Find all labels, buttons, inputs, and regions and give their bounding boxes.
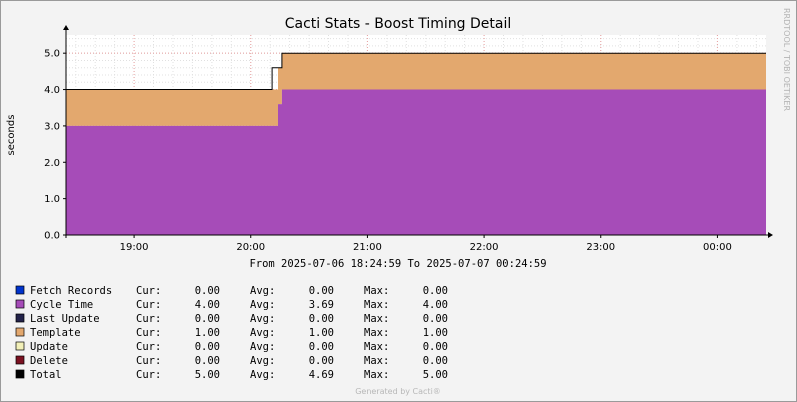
legend-max-label: Max: [364,327,389,339]
legend-max-value: 1.00 [423,327,448,339]
legend-cur-value: 0.00 [195,341,220,353]
legend-swatch-template [15,327,25,337]
legend-avg-label: Avg: [250,313,275,325]
legend-swatch-total [15,369,25,379]
legend-max-label: Max: [364,355,389,367]
legend-cur-value: 1.00 [195,327,220,339]
legend-cur-label: Cur: [136,355,161,367]
legend-avg-label: Avg: [250,285,275,297]
legend-cur-label: Cur: [136,369,161,381]
cycle-time-area [66,89,766,235]
x-tick-label: 21:00 [353,242,382,253]
legend-swatch-fetch-records [15,285,25,295]
legend-max-value: 4.00 [423,299,448,311]
legend-name-update: Update [30,341,68,353]
legend-avg-label: Avg: [250,355,275,367]
legend-avg-value: 1.00 [309,327,334,339]
generated-by-footer: Generated by Cacti® [355,387,441,396]
legend-max-label: Max: [364,369,389,381]
y-axis-arrow [63,25,69,30]
date-range-label: From 2025-07-06 18:24:59 To 2025-07-07 0… [249,258,546,270]
legend-avg-value: 0.00 [309,313,334,325]
y-tick-label: 0.0 [44,231,60,242]
legend-swatch-last-update [15,313,25,323]
legend-name-cycle-time: Cycle Time [30,299,93,311]
x-tick-label: 23:00 [586,242,615,253]
legend-avg-value: 0.00 [309,355,334,367]
legend-avg-value: 4.69 [309,369,334,381]
legend-cur-value: 0.00 [195,313,220,325]
legend-cur-label: Cur: [136,299,161,311]
legend-avg-value: 3.69 [309,299,334,311]
total-line [66,52,766,90]
axes-layer: 0.0 1.0 2.0 3.0 4.0 5.0 19:00 20:00 21:00 22:00 23… [44,25,773,253]
legend-max-value: 0.00 [423,341,448,353]
legend-max-label: Max: [364,285,389,297]
template-area [66,53,766,126]
legend-avg-value: 0.00 [309,341,334,353]
legend-swatch-update [15,341,25,351]
legend-avg-label: Avg: [250,327,275,339]
legend-swatch-cycle-time [15,299,25,309]
legend-max-label: Max: [364,313,389,325]
series-layer [66,52,766,235]
x-tick-label: 19:00 [120,242,149,253]
legend-avg-value: 0.00 [309,285,334,297]
y-axis-label: seconds [6,115,17,156]
legend-cur-label: Cur: [136,313,161,325]
legend-name-template: Template [30,327,81,339]
legend-cur-value: 4.00 [195,299,220,311]
x-axis-arrow [768,232,773,238]
legend-name-delete: Delete [30,355,68,367]
rrdtool-watermark: RRDTOOL / TOBI OETIKER [782,8,791,111]
legend-cur-label: Cur: [136,327,161,339]
legend-name-total: Total [30,369,62,381]
y-tick-label: 2.0 [44,158,60,169]
x-tick-label: 22:00 [470,242,499,253]
legend-max-value: 0.00 [423,355,448,367]
chart-title: Cacti Stats - Boost Timing Detail [285,16,512,32]
legend-name-last-update: Last Update [30,313,100,325]
x-tick-label: 00:00 [703,242,732,253]
legend-name-fetch-records: Fetch Records [30,285,112,297]
legend-max-value: 0.00 [423,285,448,297]
legend-cur-label: Cur: [136,341,161,353]
legend-avg-label: Avg: [250,341,275,353]
y-tick-label: 3.0 [44,121,60,132]
legend-max-value: 0.00 [423,313,448,325]
legend-cur-label: Cur: [136,285,161,297]
y-tick-label: 5.0 [44,49,60,60]
legend-cur-value: 5.00 [195,369,220,381]
legend-max-value: 5.00 [423,369,448,381]
y-tick-label: 1.0 [44,194,60,205]
y-tick-label: 4.0 [44,85,60,96]
x-tick-label: 20:00 [236,242,265,253]
legend-swatch-delete [15,355,25,365]
legend-max-label: Max: [364,299,389,311]
legend-cur-value: 0.00 [195,285,220,297]
legend-avg-label: Avg: [250,299,275,311]
legend-layer: Fetch Records Cur: 0.00 Avg: 0.00 Max: 0.00 Cyc… [15,285,448,381]
legend-max-label: Max: [364,341,389,353]
legend-cur-value: 0.00 [195,355,220,367]
legend-avg-label: Avg: [250,369,275,381]
